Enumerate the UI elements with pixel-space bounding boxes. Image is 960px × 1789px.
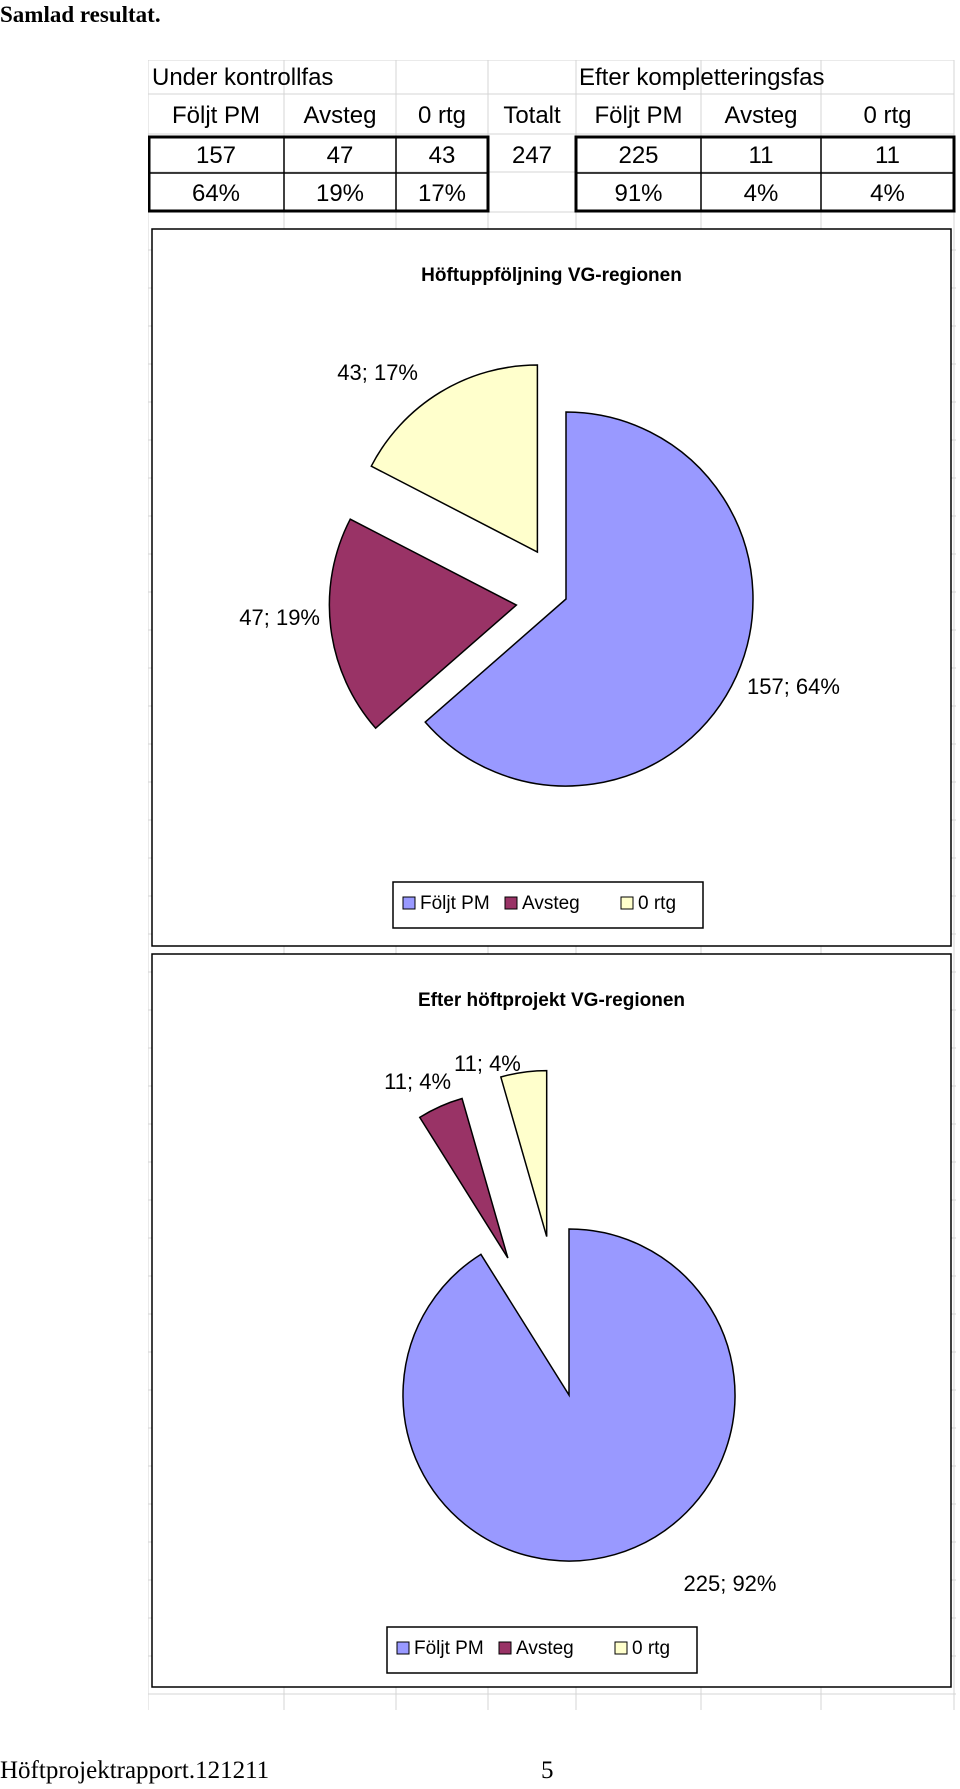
chart-title: Höftuppföljning VG-regionen: [421, 265, 682, 286]
footer-document-name: Höftprojektrapport.121211: [0, 1757, 270, 1784]
pie-slice-följt-pm: [424, 411, 754, 787]
chart-hoftuppfoljning: Höftuppföljning VG-regionen 157; 64% 47; 1…: [151, 228, 952, 947]
table-block-kompletteringsfas: [574, 135, 956, 213]
summary-table: Under kontrollfas Efter kompletteringsfas…: [147, 64, 956, 213]
pie-data-label: 11; 4%: [384, 1069, 451, 1094]
table-group-under-kontrollfas: Under kontrollfas: [152, 64, 333, 91]
table-header-cell: 0 rtg: [418, 102, 466, 129]
table-header-cell: Totalt: [503, 102, 561, 129]
table-count-cell: 43: [429, 142, 456, 169]
legend-label: 0 rtg: [638, 893, 676, 914]
table-header-cell: Följt PM: [172, 102, 260, 129]
pie-data-label: 225; 92%: [684, 1571, 777, 1596]
pie-data-label: 11; 4%: [454, 1051, 521, 1076]
legend-swatch: [504, 896, 518, 910]
table-count-cell: 247: [512, 142, 552, 169]
table-count-cell: 47: [327, 142, 354, 169]
spreadsheet-area: Under kontrollfas Efter kompletteringsfas…: [138, 59, 956, 1710]
chart-legend: [392, 881, 704, 929]
table-percent-cell: 4%: [744, 180, 779, 207]
table-percent-cell: 19%: [316, 180, 364, 207]
table-count-cell: 11: [749, 142, 774, 169]
legend-label: Följt PM: [420, 893, 490, 914]
table-percent-cell: 4%: [870, 180, 905, 207]
legend-label: Avsteg: [516, 1638, 574, 1659]
pie-slice-avsteg: [328, 518, 518, 730]
legend-swatch: [620, 896, 634, 910]
pie-data-label: 43; 17%: [337, 360, 418, 385]
chart-title: Efter höftprojekt VG-regionen: [418, 990, 685, 1011]
table-percent-cell: 91%: [614, 180, 662, 207]
pie-slice-avsteg: [418, 1097, 509, 1259]
pie-slice-följt-pm: [402, 1228, 736, 1562]
table-count-cell: 11: [875, 142, 900, 169]
legend-swatch: [396, 1641, 410, 1655]
spreadsheet-svg: Under kontrollfas Efter kompletteringsfas…: [138, 59, 956, 1710]
chart-efter-hoftprojekt: Efter höftprojekt VG-regionen 225; 92% 11;…: [151, 953, 952, 1688]
legend-label: 0 rtg: [632, 1638, 670, 1659]
table-count-cell: 157: [196, 142, 236, 169]
table-header-cell: Avsteg: [725, 102, 798, 129]
table-block-kontrollfas: [147, 135, 490, 213]
table-count-cell: 225: [618, 142, 658, 169]
table-group-efter-kompletteringsfas: Efter kompletteringsfas: [579, 64, 824, 91]
pie-slice-0-rtg: [370, 364, 539, 554]
pie-slice-0-rtg: [499, 1069, 548, 1237]
page-heading: Samlad resultat.: [0, 2, 161, 27]
footer-page-number: 5: [541, 1757, 554, 1784]
table-header-cell: 0 rtg: [863, 102, 911, 129]
table-percent-cell: 17%: [418, 180, 466, 207]
pie-data-label: 47; 19%: [239, 605, 320, 630]
pie-data-label: 157; 64%: [747, 674, 840, 699]
table-header-cell: Avsteg: [304, 102, 377, 129]
legend-swatch: [498, 1641, 512, 1655]
legend-label: Avsteg: [522, 893, 580, 914]
table-header-cell: Följt PM: [594, 102, 682, 129]
chart-frame: [151, 953, 952, 1688]
chart-legend: [386, 1626, 698, 1674]
table-percent-cell: 64%: [192, 180, 240, 207]
chart-frame: [151, 228, 952, 947]
legend-swatch: [614, 1641, 628, 1655]
legend-swatch: [402, 896, 416, 910]
legend-label: Följt PM: [414, 1638, 484, 1659]
